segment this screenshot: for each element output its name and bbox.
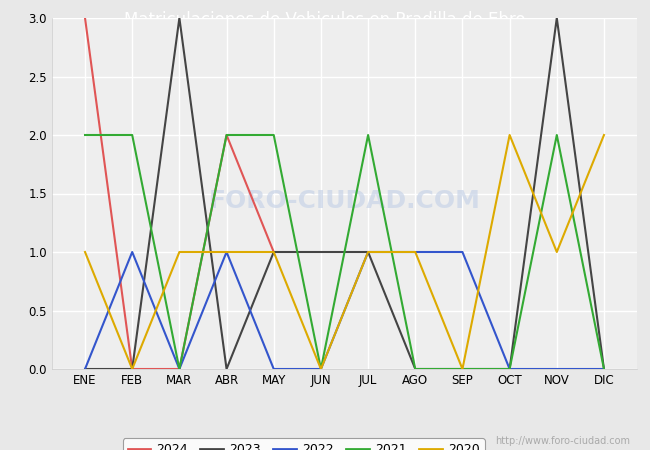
2022 [81, 366, 89, 372]
Line: 2020: 2020 [85, 135, 604, 369]
2020 [600, 132, 608, 138]
2023 [600, 366, 608, 372]
2021 [364, 132, 372, 138]
Legend: 2024, 2023, 2022, 2021, 2020: 2024, 2023, 2022, 2021, 2020 [123, 438, 484, 450]
2022 [506, 366, 514, 372]
2020 [223, 249, 231, 255]
2022 [364, 249, 372, 255]
2023 [411, 366, 419, 372]
2023 [317, 249, 325, 255]
2020 [458, 366, 466, 372]
Text: FORO-CIUDAD.COM: FORO-CIUDAD.COM [209, 189, 480, 212]
2022 [223, 249, 231, 255]
2023 [506, 366, 514, 372]
Line: 2023: 2023 [85, 18, 604, 369]
2023 [270, 249, 278, 255]
2021 [176, 366, 183, 372]
2020 [176, 249, 183, 255]
2024 [223, 132, 231, 138]
2020 [506, 132, 514, 138]
2021 [600, 366, 608, 372]
2022 [176, 366, 183, 372]
Line: 2022: 2022 [85, 252, 604, 369]
2023 [81, 366, 89, 372]
2022 [128, 249, 136, 255]
2021 [411, 366, 419, 372]
2020 [128, 366, 136, 372]
2021 [317, 366, 325, 372]
2020 [81, 249, 89, 255]
Line: 2021: 2021 [85, 135, 604, 369]
2020 [411, 249, 419, 255]
2022 [270, 366, 278, 372]
2023 [458, 366, 466, 372]
2024 [270, 249, 278, 255]
2024 [81, 15, 89, 21]
2021 [270, 132, 278, 138]
2021 [506, 366, 514, 372]
2022 [600, 366, 608, 372]
2021 [81, 132, 89, 138]
2023 [176, 15, 183, 21]
2020 [317, 366, 325, 372]
2022 [458, 249, 466, 255]
2020 [270, 249, 278, 255]
2020 [364, 249, 372, 255]
2021 [458, 366, 466, 372]
2023 [364, 249, 372, 255]
2020 [553, 249, 561, 255]
2024 [176, 366, 183, 372]
2021 [128, 132, 136, 138]
2022 [553, 366, 561, 372]
2022 [411, 249, 419, 255]
2023 [223, 366, 231, 372]
2024 [128, 366, 136, 372]
2023 [553, 15, 561, 21]
2023 [128, 366, 136, 372]
2022 [317, 366, 325, 372]
Text: Matriculaciones de Vehiculos en Pradilla de Ebro: Matriculaciones de Vehiculos en Pradilla… [124, 11, 526, 29]
Text: http://www.foro-ciudad.com: http://www.foro-ciudad.com [495, 436, 630, 446]
2021 [553, 132, 561, 138]
Line: 2024: 2024 [85, 18, 274, 369]
2021 [223, 132, 231, 138]
